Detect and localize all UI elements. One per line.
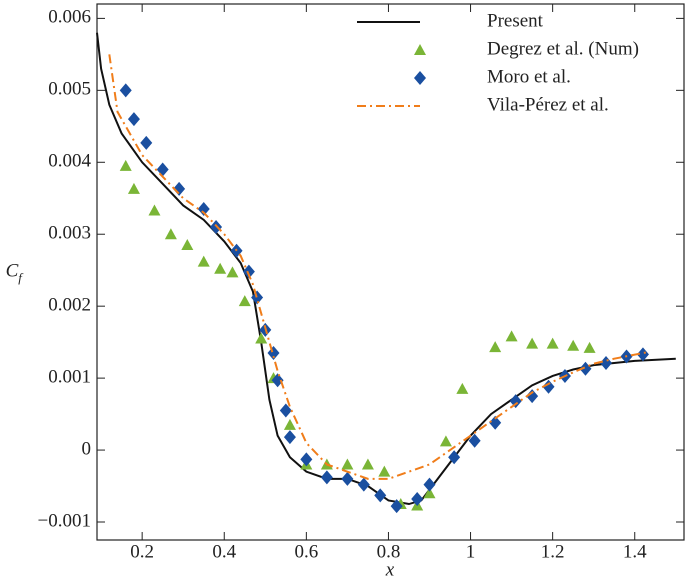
triangle-marker: [414, 44, 426, 55]
y-axis-label: C: [6, 260, 19, 281]
y-tick-label: 0.002: [48, 295, 91, 316]
triangle-marker: [489, 341, 502, 353]
diamond-marker: [127, 112, 140, 127]
series-line: [108, 54, 648, 480]
diamond-marker: [357, 477, 370, 492]
plot-frame: [96, 3, 685, 541]
triangle-marker: [226, 266, 239, 278]
diamond-marker: [251, 290, 264, 305]
triangle-marker: [197, 255, 210, 267]
diamond-marker: [423, 477, 436, 492]
y-tick-label: 0.001: [48, 366, 91, 387]
diamond-marker: [448, 450, 461, 465]
diamond-marker: [283, 430, 296, 445]
x-tick-label: 1.4: [623, 541, 647, 562]
diamond-marker: [468, 433, 481, 448]
triangle-marker: [439, 435, 452, 447]
legend-label: Present: [487, 10, 544, 31]
diamond-marker: [140, 135, 153, 150]
triangle-marker: [546, 337, 559, 349]
x-tick-label: 1: [466, 541, 476, 562]
triangle-marker: [583, 341, 596, 353]
diamond-marker: [542, 379, 555, 394]
diamond-marker: [156, 162, 169, 177]
diamond-marker: [636, 347, 649, 362]
triangle-marker: [378, 465, 391, 477]
triangle-marker: [456, 382, 469, 394]
x-axis-label: x: [385, 559, 395, 580]
x-tick-label: 0.8: [377, 541, 401, 562]
triangle-marker: [341, 458, 354, 470]
x-tick-label: 0.4: [212, 541, 236, 562]
triangle-marker: [214, 262, 227, 274]
triangle-marker: [283, 418, 296, 430]
triangle-marker: [526, 337, 539, 349]
y-tick-label: 0.004: [48, 151, 91, 172]
diamond-marker: [279, 403, 292, 418]
y-axis-label-sub: f: [18, 270, 24, 285]
triangle-marker: [127, 182, 140, 194]
legend-label: Vila-Pérez et al.: [487, 94, 609, 115]
triangle-marker: [505, 330, 518, 342]
diamond-marker: [414, 71, 426, 85]
triangle-marker: [238, 295, 251, 307]
y-tick-label: 0: [82, 438, 92, 459]
x-tick-label: 0.2: [130, 541, 154, 562]
diamond-marker: [119, 83, 132, 98]
x-tick-label: 1.2: [541, 541, 565, 562]
diamond-marker: [526, 389, 539, 404]
y-tick-label: −0.001: [38, 510, 91, 531]
diamond-marker: [197, 202, 210, 217]
triangle-marker: [255, 332, 268, 344]
diamond-marker: [341, 471, 354, 486]
diamond-marker: [300, 452, 313, 467]
triangle-marker: [423, 487, 436, 499]
diamond-marker: [320, 470, 333, 485]
diamond-marker: [489, 415, 502, 430]
diamond-marker: [374, 488, 387, 503]
y-tick-label: 0.006: [48, 7, 91, 28]
diamond-marker: [242, 264, 255, 279]
x-tick-label: 0.6: [294, 541, 318, 562]
triangle-marker: [361, 458, 374, 470]
diamond-marker: [173, 181, 186, 196]
diamond-marker: [600, 356, 613, 371]
triangle-marker: [181, 239, 194, 251]
triangle-marker: [567, 339, 580, 351]
diamond-marker: [390, 499, 403, 514]
diamond-marker: [509, 394, 522, 409]
triangle-marker: [148, 204, 161, 216]
diamond-marker: [411, 491, 424, 506]
legend-label: Moro et al.: [487, 66, 571, 87]
legend-label: Degrez et al. (Num): [487, 38, 639, 59]
diamond-marker: [271, 373, 284, 388]
y-tick-label: 0.003: [48, 223, 91, 244]
y-tick-label: 0.005: [48, 79, 91, 100]
triangle-marker: [164, 228, 177, 240]
triangle-marker: [119, 159, 132, 171]
